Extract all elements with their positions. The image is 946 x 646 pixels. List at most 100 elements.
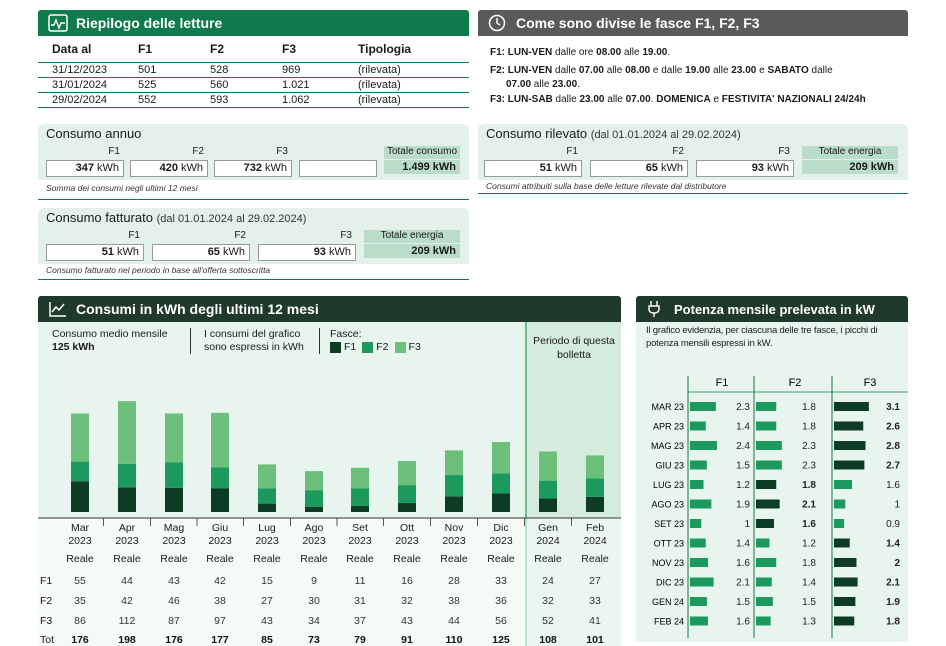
value-cell: 44 (448, 615, 460, 627)
potenza-bar-f2 (756, 499, 780, 509)
potenza-value: 1.8 (802, 422, 816, 433)
potenza-value: 2.3 (736, 402, 750, 413)
potenza-bar-f3 (834, 616, 855, 626)
value-cell: 32 (401, 595, 413, 607)
fasce-f2: F2: LUN-VEN dalle 07.00 alle 08.00 e dal… (490, 65, 833, 90)
cell-label: Totale consumo (384, 146, 460, 159)
potenza-bar-f2 (756, 597, 773, 606)
value-cell: 30 (308, 595, 320, 607)
value-cell: 37 (354, 615, 366, 627)
value-cell: 9 (311, 575, 317, 587)
potenza-value: 1 (744, 519, 750, 530)
potenza-bar-f3 (834, 538, 850, 548)
table-cell: 593 (210, 92, 282, 108)
cell-value: 51 kWh (484, 160, 582, 177)
potenza-value: 0.9 (886, 519, 900, 530)
value-cell: 33 (495, 575, 507, 587)
consumo-fatturato-box: Consumo fatturato (dal 01.01.2024 al 29.… (38, 208, 469, 280)
potenza-bar-f2 (756, 538, 770, 548)
potenza-section: Potenza mensile prelevata in kW Il grafi… (636, 296, 908, 642)
month-label: Ago 2023 Reale (300, 522, 328, 565)
consumo-annuo-note: Somma dei consumi negli ultimi 12 mesi (46, 183, 198, 193)
bar-f2 (539, 480, 557, 499)
bar-f3 (71, 413, 89, 462)
bar-f2 (118, 463, 136, 488)
value-cell: 34 (308, 615, 320, 627)
cell-label: Totale energia (802, 146, 898, 159)
consumi-chart-header: Consumi in kWh degli ultimi 12 mesi (38, 296, 621, 322)
consumi-chart-title: Consumi in kWh degli ultimi 12 mesi (76, 301, 319, 317)
potenza-col-header: F1 (716, 377, 729, 389)
value-cell: 11 (354, 575, 366, 587)
bar-f1 (211, 488, 229, 512)
readings-table: Data al F1 F2 F3 Tipologia 31/12/2023 501… (38, 38, 469, 108)
table-cell: 1.021 (282, 77, 358, 93)
potenza-value: 1.4 (736, 539, 750, 550)
potenza-bar-f2 (756, 577, 772, 587)
fasce-header: Come sono divise le fasce F1, F2, F3 (478, 10, 908, 36)
month-label: AGO 23 (651, 500, 684, 510)
bar-f3 (398, 461, 416, 486)
bar-f2 (211, 467, 229, 489)
potenza-bar-f2 (756, 402, 777, 411)
value-cell: 46 (168, 595, 180, 607)
meter-icon (48, 14, 68, 32)
potenza-bar-f1 (690, 480, 704, 489)
consumo-rilevato-title: Consumo rilevato (dal 01.01.2024 al 29.0… (478, 124, 908, 144)
table-row: 31/12/2023 501 528 969 (rilevata) (38, 62, 469, 78)
total-cell: 110 (445, 634, 463, 646)
potenza-header: Potenza mensile prelevata in kW (636, 296, 908, 322)
potenza-bar-f3 (834, 421, 864, 431)
potenza-desc: Il grafico evidenzia, per ciascuna delle… (646, 325, 878, 349)
value-cell: 36 (495, 595, 507, 607)
col-header: Data al (38, 38, 138, 63)
potenza-bar-f2 (756, 460, 782, 470)
potenza-bar-f1 (690, 577, 714, 587)
total-cell: 176 (71, 634, 89, 646)
potenza-bar-f3 (834, 499, 846, 509)
consumo-fatturato-title: Consumo fatturato (dal 01.01.2024 al 29.… (38, 208, 469, 228)
bar-f2 (351, 488, 369, 506)
bar-f2 (165, 462, 183, 488)
cell-value: 732 kWh (214, 160, 292, 177)
potenza-value: 1.5 (802, 597, 816, 608)
value-cell: 42 (214, 575, 226, 587)
total-cell: 176 (165, 634, 183, 646)
potenza-value: 1.5 (736, 597, 750, 608)
potenza-bar-f2 (756, 441, 782, 450)
bar-f1 (445, 496, 463, 512)
value-cell: 97 (214, 615, 226, 627)
month-label: NOV 23 (652, 558, 684, 568)
bar-f2 (445, 475, 463, 497)
cell-label: F2 (192, 146, 204, 157)
value-cell: 32 (542, 595, 554, 607)
potenza-bar-f1 (690, 616, 708, 626)
total-cell: 177 (211, 634, 229, 646)
value-cell: 44 (121, 575, 133, 587)
bar-f1 (398, 503, 416, 512)
month-label: Nov 2023 Reale (440, 522, 468, 565)
col-header: F1 (138, 38, 210, 63)
total-value: 209 kWh (364, 244, 460, 258)
cell-label (299, 146, 377, 159)
value-cell: 38 (214, 595, 226, 607)
table-row: 29/02/2024 552 593 1.062 (rilevata) (38, 92, 469, 108)
potenza-value: 1.8 (802, 558, 816, 569)
table-cell: (rilevata) (358, 77, 469, 93)
value-cell: 28 (448, 575, 460, 587)
value-cell: 86 (74, 615, 86, 627)
potenza-bar-f1 (690, 538, 706, 548)
cell-label: F3 (340, 230, 352, 241)
potenza-col-header: F2 (789, 377, 802, 389)
cell-value: 65 kWh (590, 160, 688, 177)
consumo-annuo-title: Consumo annuo (38, 124, 469, 144)
legend-swatch-f1 (330, 342, 341, 353)
potenza-bar-f2 (756, 421, 777, 431)
fasce-title: Come sono divise le fasce F1, F2, F3 (516, 15, 760, 31)
potenza-bar-f1 (690, 597, 707, 606)
potenza-bar-f1 (690, 421, 706, 431)
potenza-value: 2.4 (736, 441, 750, 452)
total-value: 209 kWh (802, 160, 898, 174)
month-label: OTT 23 (654, 539, 684, 549)
month-label: DIC 23 (656, 578, 684, 588)
